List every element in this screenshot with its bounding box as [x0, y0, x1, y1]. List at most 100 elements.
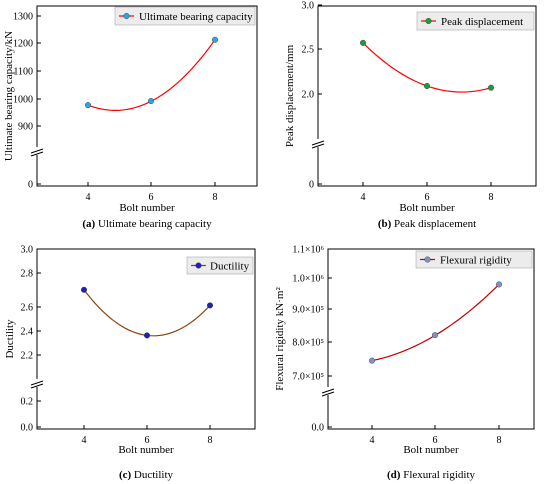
- x-tick-label: 8: [208, 435, 213, 446]
- data-point: [432, 332, 439, 339]
- y-axis: 0 900 1000 1100 1200 1300: [13, 12, 41, 191]
- caption-text: Flexural rigidity: [403, 469, 475, 481]
- data-point: [488, 84, 495, 91]
- x-axis-title: Bolt number: [119, 202, 175, 214]
- y-tick-label: 0.2: [21, 397, 34, 408]
- plot-frame: [317, 5, 537, 187]
- y-tick-label: 2.8: [21, 269, 34, 280]
- caption-text: Peak displacement: [394, 218, 476, 230]
- panel-c: 0.0 0.2 2.2 2.4 2.6 2.8 3.0 4 6 8 Ductility Bolt…: [4, 245, 256, 481]
- data-points: [80, 286, 213, 339]
- y-tick-label: 1200: [13, 39, 33, 50]
- series-line: [83, 289, 211, 337]
- caption-c: (c) Ductility: [119, 469, 174, 481]
- x-tick-label: 8: [489, 192, 494, 203]
- plot-frame: [36, 248, 256, 430]
- y-tick-label: 3.0: [21, 245, 34, 256]
- legend: Flexural rigidity: [415, 250, 533, 269]
- x-axis-title: Bolt number: [403, 444, 459, 456]
- y-tick-label: 0: [28, 180, 33, 191]
- series-line: [371, 283, 500, 362]
- caption-b: (b) Peak displacement: [378, 218, 476, 230]
- caption-d: (d) Flexural rigidity: [387, 469, 475, 481]
- x-tick-label: 8: [213, 192, 218, 203]
- legend: Peak displacement: [416, 11, 535, 31]
- data-point: [360, 39, 367, 46]
- y-tick-label: 2.6: [21, 303, 34, 314]
- axis-break-mark: [311, 139, 325, 149]
- y-axis: 0.0 0.2 2.2 2.4 2.6 2.8 3.0: [21, 245, 41, 434]
- legend-box: [415, 250, 533, 269]
- panel-b: 0 2.0 2.5 3.0 4 6 8 Peak displacement Bolt nu…: [284, 1, 537, 230]
- y-tick-label: 2.4: [21, 327, 34, 338]
- x-tick-label: 8: [497, 435, 502, 446]
- caption-a: (a) Ultimate bearing capacity: [82, 218, 212, 230]
- data-points: [360, 39, 495, 91]
- data-point: [147, 98, 154, 105]
- legend-marker: [195, 262, 202, 269]
- y-tick-label: 8.0×10⁵: [292, 338, 324, 349]
- data-point: [211, 36, 218, 43]
- panel-a: 0 900 1000 1100 1200 1300 4 6 8 Ultimate bearin…: [3, 5, 258, 230]
- data-point: [369, 357, 376, 364]
- x-tick-label: 4: [86, 192, 91, 203]
- data-point: [206, 302, 213, 309]
- legend-box: [186, 256, 254, 275]
- data-points: [369, 281, 503, 364]
- legend-box: [416, 11, 535, 31]
- y-tick-label: 2.5: [302, 45, 315, 56]
- caption-letter: (c): [119, 469, 132, 481]
- y-tick-label: 1.0×10⁶: [292, 274, 324, 285]
- y-tick-label: 0: [309, 180, 314, 191]
- legend-label: Ductility: [210, 261, 250, 273]
- y-tick-label: 7.0×10⁵: [292, 372, 324, 383]
- x-tick-label: 6: [425, 192, 430, 203]
- y-tick-label: 0.0: [312, 423, 325, 434]
- y-axis-title: Ductility: [4, 319, 16, 359]
- y-tick-label: 1100: [13, 67, 33, 78]
- legend: Ductility: [186, 256, 254, 275]
- y-axis-title: Peak displacement/mm: [284, 44, 296, 147]
- y-tick-label: 0.0: [21, 423, 34, 434]
- y-tick-label: 1000: [13, 95, 33, 106]
- data-point: [424, 82, 431, 89]
- y-tick-label: 1.1×10⁶: [292, 245, 324, 256]
- x-tick-label: 4: [361, 192, 366, 203]
- y-tick-label: 2.2: [21, 351, 34, 362]
- x-tick-label: 6: [433, 435, 438, 446]
- legend-label: Flexural rigidity: [440, 255, 512, 267]
- y-tick-label: 2.0: [302, 90, 315, 101]
- legend-label: Ultimate bearing capacity: [139, 11, 253, 23]
- legend-marker: [425, 18, 432, 25]
- caption-letter: (b): [378, 218, 392, 230]
- legend-marker: [424, 256, 431, 263]
- plot-frame: [36, 5, 258, 187]
- y-axis-title: Flexural rigidity kN·m²: [274, 287, 286, 391]
- panel-d: 0.0 7.0×10⁵ 8.0×10⁵ 9.0×10⁵ 1.0×10⁶ 1.1×10⁶ 4…: [274, 245, 535, 481]
- data-points: [84, 36, 218, 109]
- legend-marker: [123, 12, 130, 19]
- y-axis: 0.0 7.0×10⁵ 8.0×10⁵ 9.0×10⁵ 1.0×10⁶ 1.1×10⁶: [292, 245, 332, 434]
- y-tick-label: 900: [18, 122, 33, 133]
- x-tick-label: 4: [82, 435, 87, 446]
- data-point: [143, 332, 150, 339]
- legend-label: Peak displacement: [441, 16, 523, 28]
- y-tick-label: 9.0×10⁵: [292, 305, 324, 316]
- x-axis: 4 6 8: [82, 425, 213, 446]
- y-tick-label: 3.0: [302, 1, 315, 12]
- legend: Ultimate bearing capacity: [114, 6, 256, 26]
- plot-frame: [327, 248, 535, 430]
- y-tick-label: 1300: [13, 12, 33, 23]
- x-axis: 4 6 8: [86, 182, 218, 203]
- caption-letter: (a): [82, 218, 95, 230]
- y-axis: 0 2.0 2.5 3.0: [302, 1, 322, 191]
- x-axis-title: Bolt number: [118, 444, 174, 456]
- caption-text: Ultimate bearing capacity: [98, 218, 212, 230]
- x-axis: 4 6 8: [361, 182, 494, 203]
- caption-text: Ductility: [134, 469, 174, 481]
- axis-break-mark: [30, 147, 44, 157]
- x-axis-title: Bolt number: [399, 202, 455, 214]
- axis-break-mark: [30, 379, 44, 389]
- data-point: [80, 286, 87, 293]
